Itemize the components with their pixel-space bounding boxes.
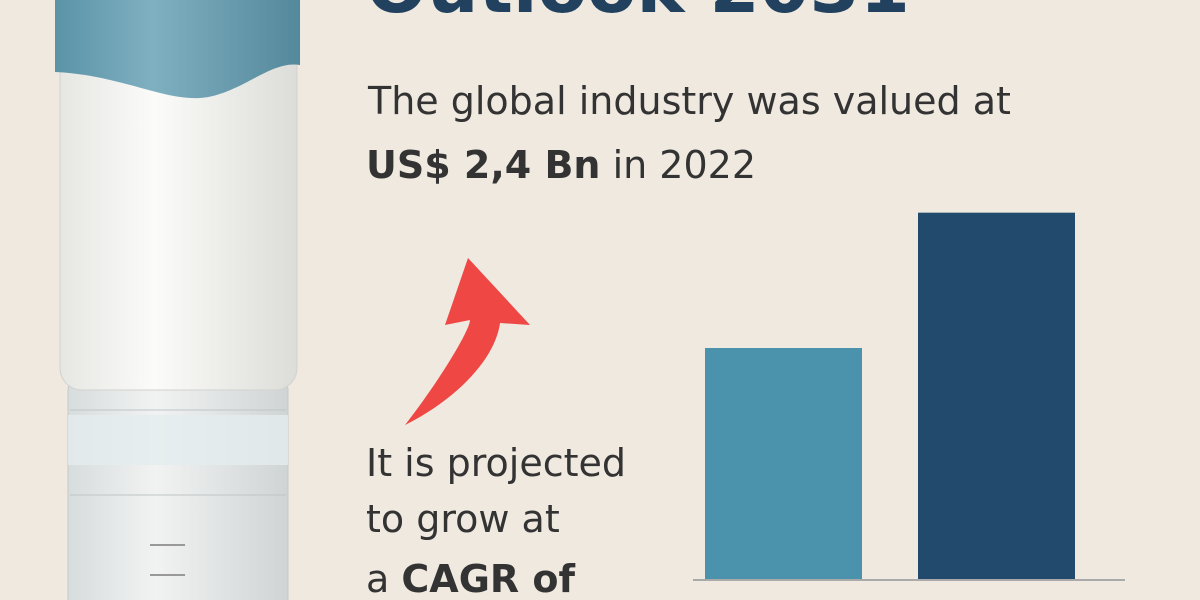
intro-value: US$ 2,4 Bn bbox=[366, 143, 600, 187]
intro-value-line: US$ 2,4 Bn in 2022 bbox=[366, 143, 756, 187]
title: Outlook 2031 bbox=[366, 0, 910, 29]
projection-line: It is projected bbox=[366, 441, 626, 485]
projection-prefix: a bbox=[366, 557, 389, 600]
projection-line: a CAGR of bbox=[366, 557, 575, 600]
bar bbox=[918, 212, 1075, 580]
intro-line: The global industry was valued at bbox=[367, 79, 1011, 123]
growth-arrow bbox=[405, 258, 530, 425]
inhaler-illustration bbox=[55, 0, 300, 600]
bar bbox=[705, 348, 862, 580]
projection-bold: CAGR of bbox=[401, 557, 575, 600]
projection-line: to grow at bbox=[366, 497, 560, 541]
intro-suffix: in 2022 bbox=[613, 143, 756, 187]
bar-chart bbox=[705, 212, 1075, 580]
